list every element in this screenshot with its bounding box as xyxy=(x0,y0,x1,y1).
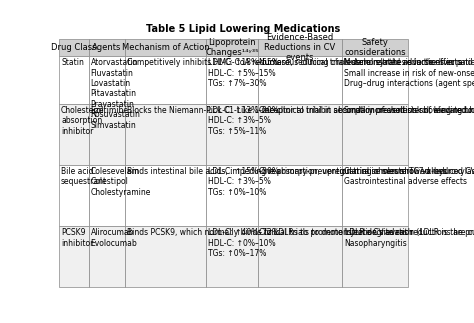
Text: LDL-C: ↑15%–30%
HDL-C: ↑3%–5%
TGs: ↑0%–10%: LDL-C: ↑15%–30% HDL-C: ↑3%–5% TGs: ↑0%–1… xyxy=(208,167,279,197)
Text: LDL-C: ↑18%–55%
HDL-C: ↑5%–15%
TGs: ↑7%–30%: LDL-C: ↑18%–55% HDL-C: ↑5%–15% TGs: ↑7%–… xyxy=(208,58,279,88)
Text: Ezetimibe: Ezetimibe xyxy=(91,106,128,115)
Text: Atorvastatin
Fluvastatin
Lovastatin
Pitavastatin
Pravastatin
Rosuvastatin
Simvas: Atorvastatin Fluvastatin Lovastatin Pita… xyxy=(91,58,140,130)
Bar xyxy=(342,39,408,56)
Text: Table 5 Lipid Lowering Medications: Table 5 Lipid Lowering Medications xyxy=(146,24,340,34)
Bar xyxy=(125,226,206,287)
Bar xyxy=(89,226,125,287)
Text: Agents: Agents xyxy=(92,43,122,52)
Bar xyxy=(342,226,408,287)
Bar xyxy=(125,56,206,104)
Bar xyxy=(89,104,125,165)
Text: Safety
considerations: Safety considerations xyxy=(344,38,406,57)
Text: Numerous clinical trials demonstrate reductions in patients needing primary and : Numerous clinical trials demonstrate red… xyxy=(259,58,474,67)
Bar xyxy=(206,165,258,226)
Bar xyxy=(206,56,258,104)
Text: Alirocumab
Evolocumab: Alirocumab Evolocumab xyxy=(91,228,137,248)
Text: Drug Class: Drug Class xyxy=(51,43,97,52)
Bar xyxy=(258,226,342,287)
Text: Binds intestinal bile acids, impeding reabsorption, upregulating cholesterol 7-α: Binds intestinal bile acids, impeding re… xyxy=(127,167,474,176)
Bar xyxy=(258,56,342,104)
Text: Binds PCSK9, which normally binds to LDLRs to promote LDLR degradation (LDLR is : Binds PCSK9, which normally binds to LDL… xyxy=(127,228,474,237)
Text: PCSK9
inhibitor: PCSK9 inhibitor xyxy=(61,228,93,248)
Text: Clinical trials to demonstrate CV event reductions are currently ongoing: Clinical trials to demonstrate CV event … xyxy=(259,228,474,237)
Text: Blocks the Niemann-Pick C1-Like 1 receptor to inhibit absorption of cholesterol,: Blocks the Niemann-Pick C1-Like 1 recept… xyxy=(127,106,474,115)
Text: Muscle related adverse effects
Small increase in risk of new-onset diabetes
Drug: Muscle related adverse effects Small inc… xyxy=(344,58,474,88)
Bar xyxy=(59,226,89,287)
Text: LDL-C: ↑13%–20%
HDL-C: ↑3%–5%
TGs: ↑5%–11%: LDL-C: ↑13%–20% HDL-C: ↑3%–5% TGs: ↑5%–1… xyxy=(208,106,279,136)
Bar xyxy=(206,39,258,56)
Bar xyxy=(342,165,408,226)
Bar xyxy=(89,39,125,56)
Text: Bile acid
sequestrant: Bile acid sequestrant xyxy=(61,167,107,186)
Text: LDL-C: ↑40%–72%
HDL-C: ↑0%–10%
TGs: ↑0%–17%: LDL-C: ↑40%–72% HDL-C: ↑0%–10% TGs: ↑0%–… xyxy=(208,228,279,258)
Bar xyxy=(125,165,206,226)
Text: Small increased risk of elevated hepatic transaminases when used with a statin: Small increased risk of elevated hepatic… xyxy=(344,106,474,115)
Text: Lipoprotein
Changes¹⁴ʸ³⁵: Lipoprotein Changes¹⁴ʸ³⁵ xyxy=(205,38,259,57)
Bar xyxy=(342,104,408,165)
Bar xyxy=(59,104,89,165)
Text: Cholesterol
absorption
inhibitor: Cholesterol absorption inhibitor xyxy=(61,106,104,136)
Text: Mechanism of Action: Mechanism of Action xyxy=(122,43,210,52)
Bar xyxy=(125,104,206,165)
Bar xyxy=(342,56,408,104)
Bar xyxy=(258,165,342,226)
Text: One clinical trial in secondary prevention showing reduced CV events in combinat: One clinical trial in secondary preventi… xyxy=(259,106,474,115)
Bar xyxy=(258,39,342,56)
Bar xyxy=(89,165,125,226)
Text: Can raise serum TG values
Gastrointestinal adverse effects: Can raise serum TG values Gastrointestin… xyxy=(344,167,467,186)
Bar xyxy=(59,56,89,104)
Bar xyxy=(125,39,206,56)
Text: Competitively inhibits HMG-CoA reductase, reducing cholesterol synthesis in the : Competitively inhibits HMG-CoA reductase… xyxy=(127,58,474,67)
Bar xyxy=(206,226,258,287)
Bar xyxy=(59,165,89,226)
Text: Injection site rash
Nasopharyngitis: Injection site rash Nasopharyngitis xyxy=(344,228,412,248)
Bar xyxy=(258,104,342,165)
Bar xyxy=(206,104,258,165)
Bar xyxy=(59,39,89,56)
Text: Evidence-Based
Reductions in CV
events: Evidence-Based Reductions in CV events xyxy=(264,33,336,62)
Text: Colesevelam
Colestipol
Cholestyramine: Colesevelam Colestipol Cholestyramine xyxy=(91,167,151,197)
Text: Statin: Statin xyxy=(61,58,84,67)
Text: One primary-prevention trial in men showed reduced CV events with cholestyramine: One primary-prevention trial in men show… xyxy=(259,167,474,176)
Bar xyxy=(89,56,125,104)
